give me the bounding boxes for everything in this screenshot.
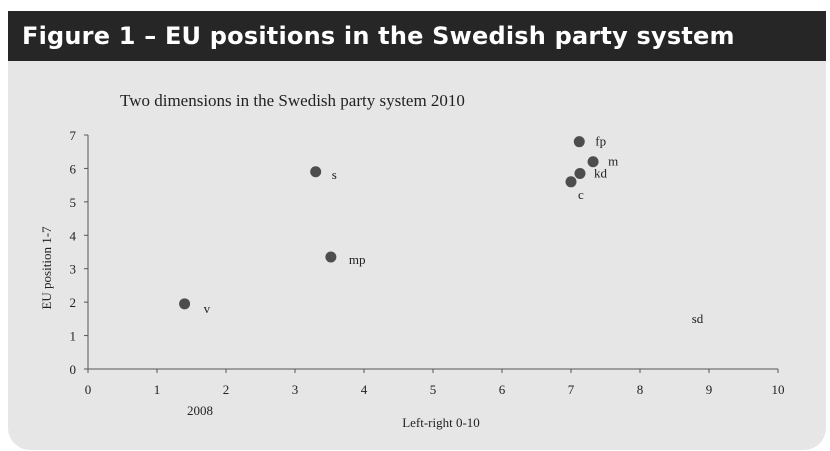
- y-tick-label: 4: [70, 228, 77, 243]
- x-tick-label: 9: [706, 382, 713, 397]
- y-axis-label: EU position 1-7: [39, 226, 54, 310]
- y-tick-label: 1: [70, 329, 77, 344]
- data-point-m: [587, 156, 599, 168]
- point-label-sd: sd: [692, 311, 704, 326]
- point-label-c: c: [578, 187, 584, 202]
- point-label-m: m: [608, 154, 618, 169]
- data-point-mp: [325, 251, 337, 263]
- data-point-s: [310, 166, 322, 178]
- x-tick-label: 3: [292, 382, 299, 397]
- figure-title: Figure 1 – EU positions in the Swedish p…: [22, 22, 735, 50]
- figure-header: Figure 1 – EU positions in the Swedish p…: [8, 11, 826, 61]
- point-label-fp: fp: [595, 134, 606, 149]
- x-tick-label: 1: [154, 382, 161, 397]
- chart-annotation: 2008: [187, 403, 213, 418]
- y-tick-label: 0: [70, 362, 77, 377]
- x-tick-label: 7: [568, 382, 575, 397]
- x-tick-label: 5: [430, 382, 437, 397]
- y-tick-label: 6: [70, 161, 77, 176]
- data-point-v: [179, 298, 191, 310]
- x-tick-label: 2: [223, 382, 230, 397]
- y-tick-label: 5: [70, 195, 77, 210]
- chart-axes: [84, 134, 779, 373]
- point-label-kd: kd: [594, 165, 608, 180]
- x-tick-label: 10: [772, 382, 785, 397]
- x-tick-label: 6: [499, 382, 506, 397]
- point-label-s: s: [332, 167, 337, 182]
- data-point-kd: [574, 167, 586, 179]
- figure-panel: [8, 61, 826, 450]
- chart-title: Two dimensions in the Swedish party syst…: [120, 91, 465, 110]
- x-tick-label: 4: [361, 382, 368, 397]
- y-tick-label: 3: [70, 262, 77, 277]
- x-axis-label: Left-right 0-10: [402, 415, 480, 430]
- point-label-mp: mp: [349, 252, 366, 267]
- data-point-c: [565, 176, 577, 188]
- x-tick-label: 8: [637, 382, 644, 397]
- y-tick-label: 2: [70, 295, 77, 310]
- tick-labels: 0 1 2 3 4 5 6 7 8 9 10 0 1 2 3 4 5 6 7: [70, 128, 785, 397]
- data-point-fp: [573, 136, 585, 148]
- y-tick-label: 7: [70, 128, 77, 143]
- point-label-v: v: [204, 301, 211, 316]
- x-tick-label: 0: [85, 382, 92, 397]
